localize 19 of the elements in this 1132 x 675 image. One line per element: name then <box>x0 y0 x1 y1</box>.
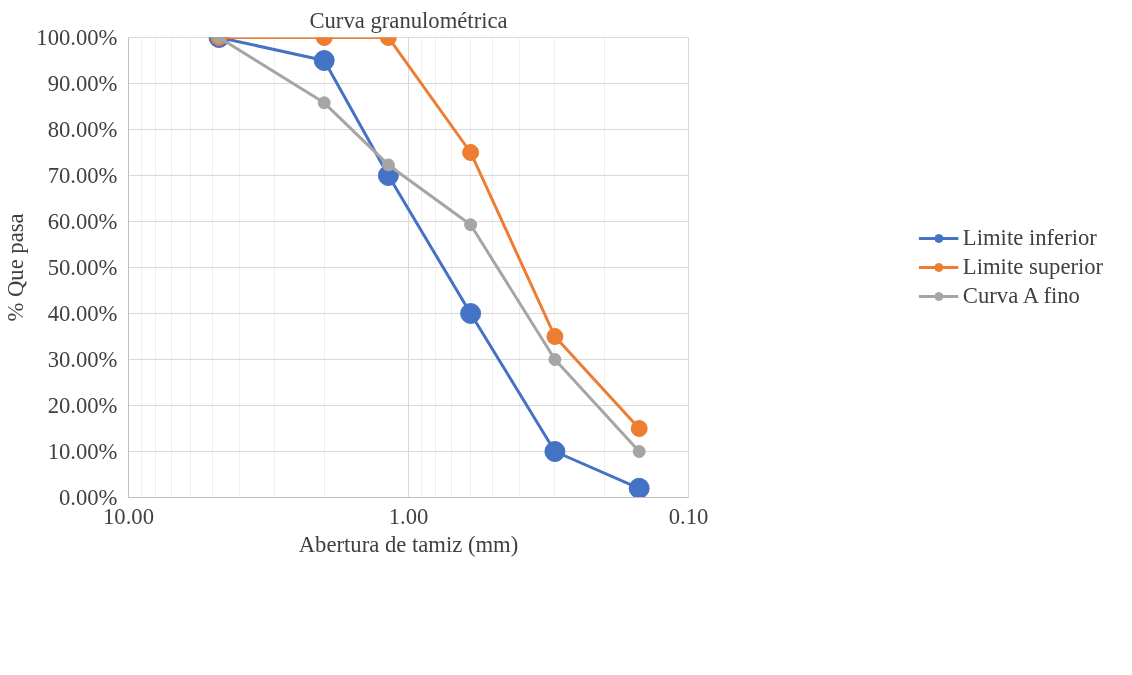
chart-title: Curva granulométrica <box>309 7 508 33</box>
y-tick-label: 90.00% <box>47 71 118 96</box>
y-tick-label: 10.00% <box>47 439 118 464</box>
y-tick-label: 20.00% <box>47 393 118 418</box>
y-tick-label: 30.00% <box>47 347 118 372</box>
y-tick-label: 50.00% <box>47 255 118 280</box>
y-tick-label: 100.00% <box>36 25 118 50</box>
legend-label: Limite inferior <box>962 225 1097 251</box>
y-tick-label: 40.00% <box>47 301 118 326</box>
x-tick-label: 0.10 <box>668 503 709 529</box>
y-tick-label: 0.00% <box>58 485 118 510</box>
x-tick-label: 1.00 <box>388 503 429 529</box>
y-tick-label: 70.00% <box>47 163 118 188</box>
x-axis-title: Abertura de tamiz (mm) <box>298 531 519 557</box>
legend-label: Curva A fino <box>962 283 1080 309</box>
y-tick-label: 60.00% <box>47 209 118 234</box>
y-tick-label: 80.00% <box>47 117 118 142</box>
legend-label: Limite superior <box>962 254 1104 280</box>
y-axis-title: % Que pasa <box>3 213 29 322</box>
